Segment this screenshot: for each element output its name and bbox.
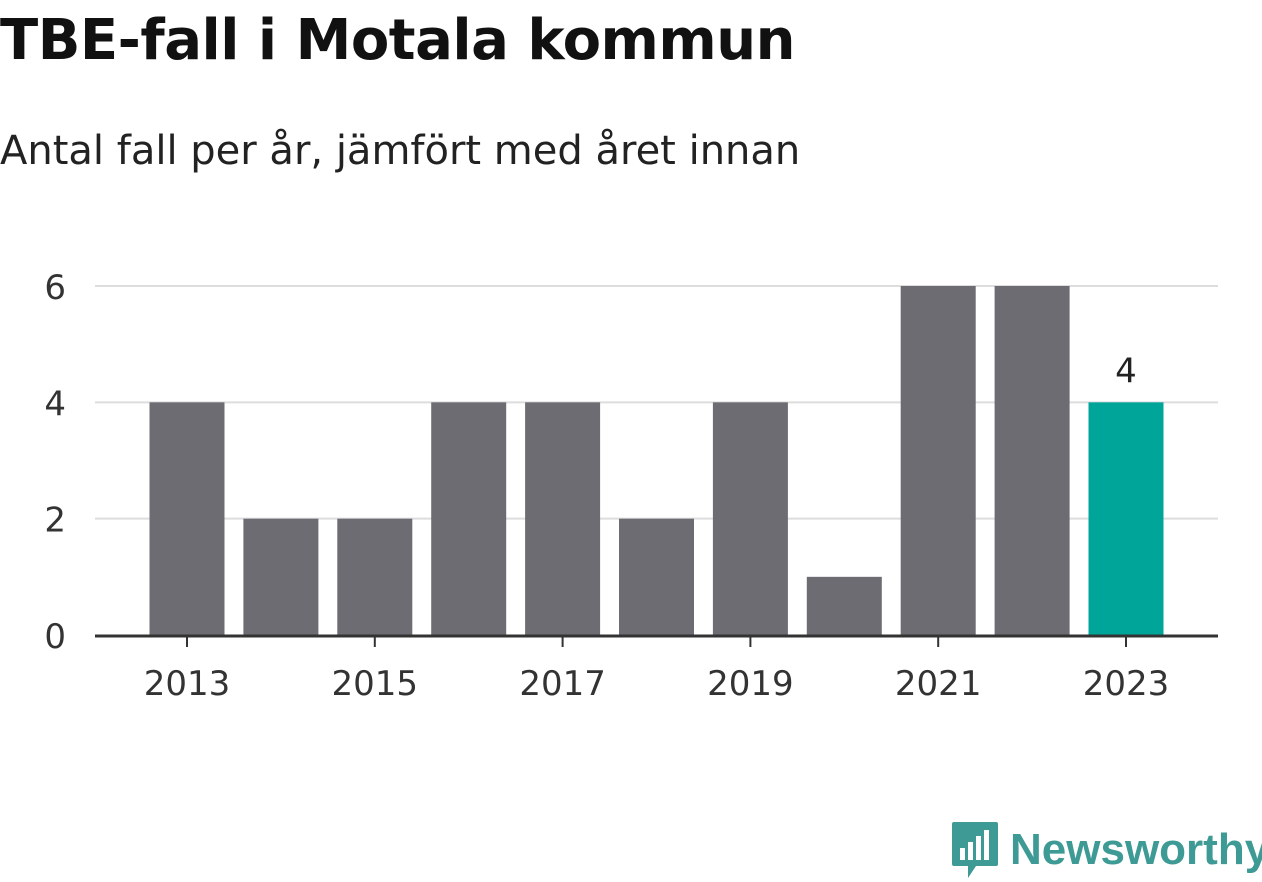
data-label: 4 [1115, 351, 1137, 391]
bar [243, 518, 319, 635]
bar [900, 286, 976, 635]
bar [149, 402, 225, 635]
newsworthy-brand: Newsworthy [950, 818, 1262, 882]
bar [994, 286, 1070, 635]
y-tick-label: 6 [44, 268, 66, 308]
bar-chart: 0 2 4 6 2013 2015 2017 2019 2021 2023 4 [44, 268, 1218, 704]
bar [712, 402, 788, 635]
x-tick-label: 2013 [144, 664, 231, 704]
y-tick-label: 0 [44, 617, 66, 657]
x-tick-label: 2019 [707, 664, 794, 704]
x-axis: 2013 2015 2017 2019 2021 2023 [95, 634, 1218, 704]
bar [806, 576, 882, 635]
highlighted-bar [1088, 402, 1164, 635]
bar [431, 402, 507, 635]
x-tick-label: 2015 [332, 664, 419, 704]
newsworthy-logo-icon [952, 822, 998, 878]
x-tick-label: 2023 [1083, 664, 1170, 704]
x-tick-label: 2021 [895, 664, 982, 704]
bar [619, 518, 694, 635]
brand-name: Newsworthy [1010, 825, 1262, 874]
y-tick-label: 4 [44, 384, 66, 424]
chart-title: TBE-fall i Motala kommun [0, 8, 796, 73]
x-tick-label: 2017 [519, 664, 606, 704]
data-labels: 4 [1115, 351, 1137, 391]
chart-subtitle: Antal fall per år, jämfört med året inna… [0, 128, 801, 174]
bar [525, 402, 601, 635]
bar [337, 518, 413, 635]
y-tick-label: 2 [44, 501, 66, 541]
bars [149, 286, 1164, 635]
